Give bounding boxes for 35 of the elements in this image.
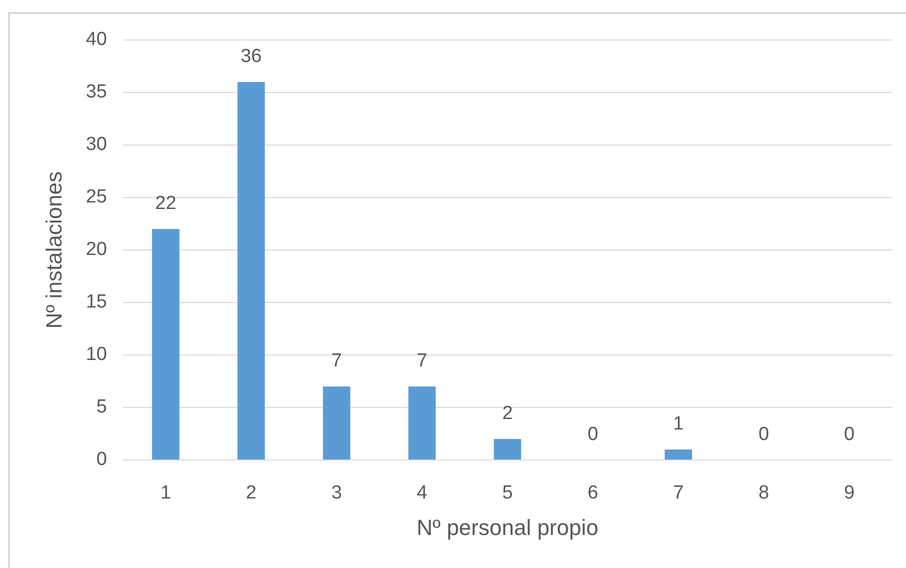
data-label: 22: [155, 193, 176, 214]
x-tick-label: 9: [844, 482, 855, 504]
data-label: 7: [416, 350, 428, 372]
x-tick-label: 3: [331, 482, 342, 504]
data-label: 7: [331, 350, 342, 372]
bar: [237, 82, 265, 460]
y-axis-title: Nº instalaciones: [41, 171, 66, 329]
bar: [494, 439, 522, 460]
y-tick-label: 35: [86, 82, 107, 103]
y-tick-label: 15: [86, 292, 107, 313]
x-tick-label: 2: [246, 482, 256, 504]
y-tick-label: 40: [86, 29, 107, 50]
y-tick-label: 20: [86, 239, 107, 260]
x-tick-label: 1: [160, 482, 172, 504]
bar: [664, 450, 692, 460]
data-label: 1: [673, 414, 684, 435]
x-tick-label: 7: [673, 482, 684, 504]
y-tick-label: 30: [86, 134, 107, 156]
y-tick-label: 0: [96, 449, 107, 470]
y-tick-label: 5: [96, 396, 107, 418]
x-tick-label: 8: [758, 482, 770, 504]
data-label: 0: [758, 424, 770, 446]
x-tick-label: 4: [416, 482, 428, 504]
data-label: 0: [844, 424, 855, 446]
x-tick-label: 6: [588, 482, 598, 504]
bar: [322, 386, 350, 460]
y-tick-label: 25: [86, 186, 107, 208]
bar: [152, 229, 180, 460]
data-label: 36: [240, 46, 262, 68]
x-axis-title: Nº personal propio: [416, 514, 598, 540]
data-label: 0: [588, 424, 598, 446]
data-label: 2: [502, 403, 513, 424]
y-tick-label: 10: [86, 344, 107, 366]
x-tick-label: 5: [502, 482, 513, 504]
bar: [408, 386, 436, 460]
